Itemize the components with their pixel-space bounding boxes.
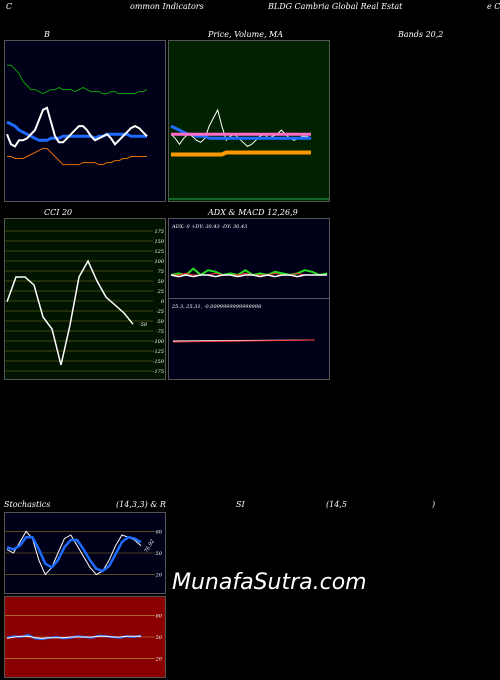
chart-title-stoch-params: (14,3,3) & R	[116, 500, 166, 509]
minus-dy-line	[171, 272, 327, 276]
cci-tick-label: 150	[154, 239, 164, 245]
cci-tick-label: -175	[153, 369, 164, 375]
cci-readout: -58	[139, 322, 147, 328]
stoch-tick-label: 50	[156, 551, 163, 557]
bollinger-chart	[6, 64, 148, 166]
cci-tick-label: 0	[161, 299, 165, 305]
lower-band-line	[7, 147, 147, 166]
chart-title-rsi-end: )	[432, 500, 436, 509]
cci-tick-label: 175	[154, 229, 164, 235]
chart-title-price: Price, Volume, MA	[208, 30, 284, 39]
price-chart	[169, 108, 329, 200]
watermark: MunafaSutra.com	[172, 570, 367, 595]
cci-tick-label: -75	[156, 329, 164, 335]
rsi-tick-label: 50	[156, 635, 163, 641]
ma-orange-line	[171, 150, 311, 157]
cci-tick-label: 75	[158, 269, 164, 275]
chart-title-rsi: SI	[236, 500, 245, 509]
cci-tick-label: -125	[153, 349, 164, 355]
chart-title-cci: CCI 20	[44, 208, 73, 217]
chart-title-rsi-params: (14,5	[326, 500, 347, 509]
bollinger-panel	[4, 40, 166, 202]
cci-chart: 175 150 125 100 75 50 25 0 -25 -50 -75 -100 -125 -150…	[5, 229, 165, 375]
plus-dy-line	[170, 267, 328, 277]
cci-tick-label: -100	[153, 339, 165, 345]
rsi-chart: 80 50 20	[5, 613, 163, 663]
cci-line	[6, 259, 134, 366]
rsi-ma-line	[6, 635, 141, 639]
price-line	[6, 106, 148, 148]
cci-tick-label: 100	[154, 259, 164, 265]
macd-panel: 25.3, 25.31, -0.0099999999999998	[168, 298, 330, 380]
header-indicators: ommon Indicators	[130, 2, 204, 11]
stochastics-chart: 80 50 20 76.92	[5, 529, 163, 579]
stoch-d-line	[6, 535, 142, 573]
macd-readout: 25.3, 25.31, -0.0099999999999998	[171, 304, 261, 310]
rsi-tick-label: 80	[156, 613, 163, 619]
stoch-tick-label: 20	[155, 573, 163, 579]
cci-panel: 175 150 125 100 75 50 25 0 -25 -50 -75 -100 -125 -150…	[4, 218, 166, 380]
price-line	[170, 108, 312, 148]
adx-line	[170, 274, 327, 278]
adx-panel: ADX: 0 +DY: 30.43 -DY: 30.43	[168, 218, 330, 300]
header-c: C	[6, 2, 13, 11]
stoch-tick-label: 80	[156, 529, 163, 535]
cci-tick-label: 25	[157, 289, 164, 295]
cci-tick-label: 125	[154, 249, 164, 255]
chart-title-bands-right: Bands 20,2	[398, 30, 444, 39]
cci-tick-label: -25	[156, 309, 164, 315]
chart-title-adx: ADX & MACD 12,26,9	[208, 208, 298, 217]
chart-title-stoch: Stochastics	[4, 500, 51, 509]
cci-tick-label: -50	[156, 319, 165, 325]
adx-readout: ADX: 0 +DY: 30.43 -DY: 30.43	[171, 224, 247, 230]
price-panel	[168, 40, 330, 202]
cci-tick-label: 50	[158, 279, 165, 285]
macd-signal-line	[172, 339, 316, 343]
header-edge: e C	[487, 2, 500, 11]
header-symbol: BLDG Cambria Global Real Estat	[268, 2, 403, 11]
adx-chart: ADX: 0 +DY: 30.43 -DY: 30.43	[170, 224, 328, 278]
stochastics-panel: 80 50 20 76.92	[4, 512, 166, 594]
stoch-readout: 76.92	[144, 539, 156, 554]
rsi-tick-label: 20	[155, 657, 163, 663]
chart-title-bands: B	[44, 30, 50, 39]
rsi-panel: 80 50 20	[4, 596, 166, 678]
upper-band-line	[7, 64, 148, 95]
macd-chart: 25.3, 25.31, -0.0099999999999998	[171, 304, 316, 343]
cci-tick-label: -150	[153, 359, 165, 365]
